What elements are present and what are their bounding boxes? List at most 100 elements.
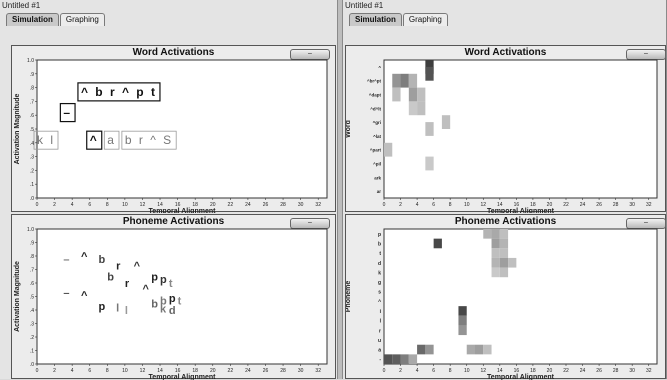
word-activations-panel: Word Activations – 0 2 4 6 8 10 12 14 16 18 20 22 24…	[11, 45, 336, 213]
x-tick-label: 12	[140, 368, 146, 374]
heatmap-cell	[392, 73, 401, 88]
x-tick-label: 16	[514, 202, 520, 208]
x-tick-label: 28	[613, 202, 619, 208]
plot-area	[383, 59, 658, 199]
y-tick-label: .7	[30, 99, 34, 105]
heatmap-cell	[392, 354, 401, 364]
phoneme-label: l	[125, 305, 128, 317]
y-tick-label: .1	[30, 182, 34, 188]
x-tick-label: 14	[497, 368, 503, 374]
x-tick-label: 8	[449, 368, 452, 374]
x-tick-label: 4	[71, 368, 74, 374]
panel-title: Phoneme Activations	[454, 216, 557, 227]
y-axis-label: Phoneme	[346, 281, 352, 313]
x-axis-label: Temporal Alignment	[149, 208, 217, 213]
phoneme-label: b	[99, 254, 106, 266]
row-label: l	[380, 319, 382, 325]
phoneme-label: l	[116, 302, 119, 314]
row-label: i	[380, 309, 382, 315]
phoneme-label: b	[160, 296, 167, 308]
tab-graphing[interactable]: Graphing	[59, 13, 105, 26]
y-tick-label: .8	[30, 86, 34, 92]
heatmap-cell	[408, 354, 418, 364]
word-label-box	[103, 130, 120, 150]
x-tick-label: 16	[514, 368, 520, 374]
phoneme-label: t	[178, 296, 182, 308]
x-tick-label: 18	[192, 202, 198, 208]
phoneme-label: –	[63, 254, 69, 266]
heatmap-cell	[458, 325, 467, 336]
row-label: ^d^lt	[370, 106, 381, 111]
x-tick-label: 26	[263, 202, 269, 208]
window-title: Untitled #1	[2, 1, 41, 10]
x-tick-label: 20	[210, 368, 216, 374]
x-tick-label: 6	[88, 202, 91, 208]
y-tick-label: .2	[30, 168, 34, 174]
phoneme-label: ^	[81, 251, 88, 263]
y-tick-label: .3	[30, 155, 34, 161]
row-label: ^pil	[373, 162, 381, 167]
word-label: k l	[37, 133, 55, 147]
row-label: ark	[374, 175, 381, 180]
row-label: d	[378, 261, 381, 267]
word-label: b r ^ S	[125, 133, 173, 147]
plot-area	[36, 59, 328, 199]
row-label: ^dapt	[369, 93, 382, 98]
phoneme-label: ^	[134, 261, 141, 273]
left-window: Untitled #1 Simulation Graphing Word Act…	[0, 0, 338, 380]
x-tick-label: 20	[547, 202, 553, 208]
heatmap-cell	[417, 101, 426, 116]
heatmap-cell	[433, 238, 442, 249]
x-tick-label: 32	[646, 368, 652, 374]
x-tick-label: 2	[53, 368, 56, 374]
heatmap-cell	[499, 229, 509, 239]
x-tick-label: 8	[106, 202, 109, 208]
heatmap-cell	[483, 229, 492, 239]
tab-simulation[interactable]: Simulation	[6, 13, 59, 26]
x-tick-label: 2	[399, 368, 402, 374]
phoneme-label: p	[169, 293, 176, 305]
x-tick-label: 6	[432, 368, 435, 374]
x-tick-label: 6	[432, 202, 435, 208]
y-tick-label: 1.0	[27, 227, 34, 233]
word-label-box	[86, 130, 103, 150]
row-label: ^gri	[373, 120, 381, 125]
window-title: Untitled #1	[345, 1, 384, 10]
phoneme-label: ^	[81, 290, 88, 302]
x-axis-label: Temporal Alignment	[487, 374, 555, 380]
y-tick-label: .2	[30, 335, 34, 341]
window-divider[interactable]	[338, 0, 342, 379]
word-activations-panel: Word Activations – 0 2 4 6 8 10 12 14 16 18 20 22 24…	[345, 45, 666, 213]
y-tick-label: .0	[30, 362, 34, 368]
panel-title: Word Activations	[464, 47, 547, 58]
right-window: Untitled #1 Simulation Graphing Word Act…	[342, 0, 667, 380]
row-label: k	[378, 270, 381, 276]
heatmap-cell	[441, 115, 451, 129]
phoneme-label: b	[151, 298, 158, 310]
x-tick-label: 26	[263, 368, 269, 374]
y-tick-label: .6	[30, 113, 34, 119]
phoneme-label: p	[151, 271, 158, 283]
y-tick-label: .5	[30, 295, 34, 301]
x-tick-label: 26	[596, 368, 602, 374]
x-tick-label: 22	[563, 368, 569, 374]
phoneme-label: t	[169, 278, 173, 290]
heatmap-cell	[458, 306, 467, 316]
heatmap-cell	[400, 73, 409, 88]
panel-title: Phoneme Activations	[122, 216, 225, 227]
x-tick-label: 14	[157, 368, 163, 374]
tab-graphing[interactable]: Graphing	[402, 13, 448, 26]
x-tick-label: 32	[315, 202, 321, 208]
heatmap-cell	[499, 267, 509, 278]
word-label-box	[77, 82, 161, 102]
heatmap-cell	[491, 229, 500, 239]
x-tick-label: 10	[122, 368, 128, 374]
x-tick-label: 0	[383, 368, 386, 374]
x-tick-label: 30	[298, 368, 304, 374]
x-axis-label: Temporal Alignment	[149, 374, 217, 380]
tab-simulation[interactable]: Simulation	[349, 13, 402, 26]
phoneme-label: k	[160, 304, 167, 316]
phoneme-label: p	[99, 301, 106, 313]
